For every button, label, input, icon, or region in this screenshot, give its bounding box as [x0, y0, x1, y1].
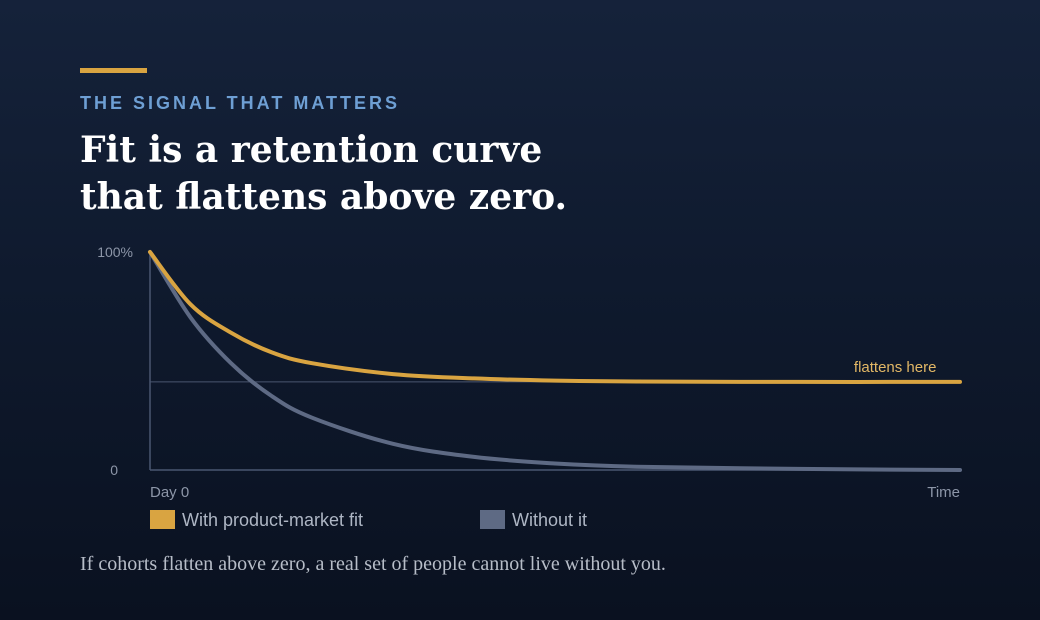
x-tick-label-end: Time [927, 484, 960, 501]
legend-label-with-fit: With product-market fit [182, 510, 363, 530]
y-tick-label-top: 100% [97, 244, 133, 260]
caption: If cohorts flatten above zero, a real se… [80, 553, 666, 576]
axes [150, 252, 962, 470]
series-line-without-it [150, 252, 960, 470]
legend: With product-market fit Without it [150, 510, 587, 530]
y-tick-label-bottom: 0 [110, 462, 118, 478]
legend-swatch-with-fit [150, 510, 175, 529]
legend-swatch-without-it [480, 510, 505, 529]
x-tick-label-start: Day 0 [150, 484, 189, 501]
series-line-with-fit [150, 252, 960, 382]
flattens-annotation: flattens here [854, 359, 937, 376]
legend-label-without-it: Without it [512, 510, 587, 530]
